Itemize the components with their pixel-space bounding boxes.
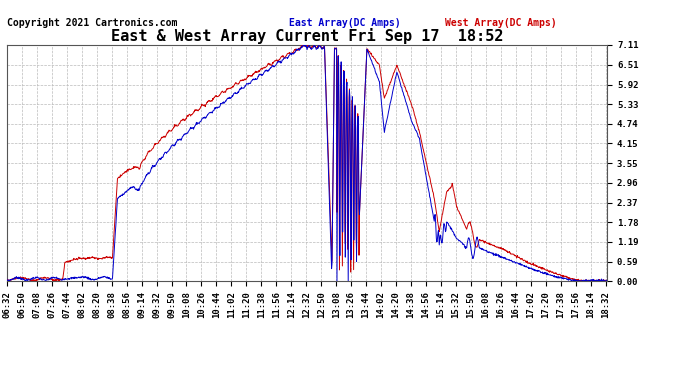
Text: East Array(DC Amps): East Array(DC Amps) [289, 18, 401, 28]
Text: Copyright 2021 Cartronics.com: Copyright 2021 Cartronics.com [7, 18, 177, 28]
Title: East & West Array Current Fri Sep 17  18:52: East & West Array Current Fri Sep 17 18:… [111, 28, 503, 44]
Text: West Array(DC Amps): West Array(DC Amps) [445, 18, 557, 28]
